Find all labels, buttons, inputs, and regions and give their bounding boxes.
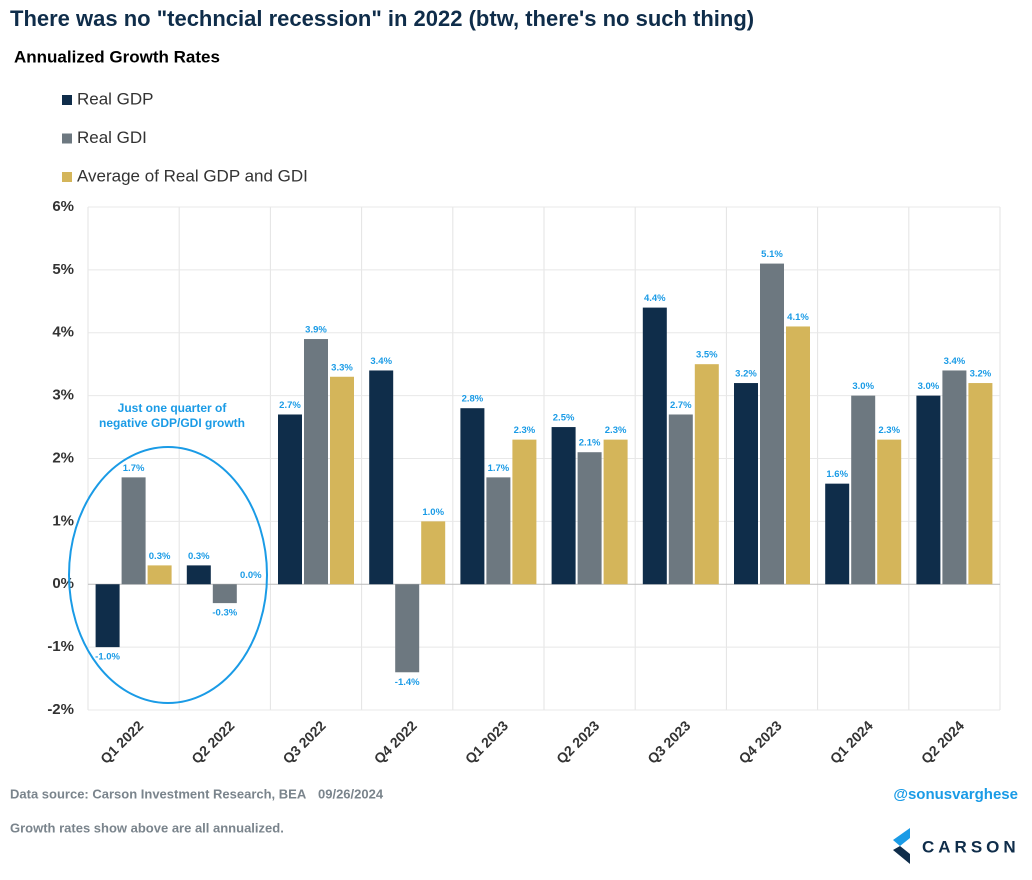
data-label: 2.3%: [514, 425, 536, 436]
bar: [603, 439, 628, 585]
data-label: 3.3%: [331, 362, 353, 373]
data-label: 3.0%: [918, 381, 940, 392]
bar: [551, 427, 576, 585]
legend-label: Real GDI: [77, 128, 147, 147]
legend-swatch: [62, 172, 72, 182]
bar: [786, 326, 810, 585]
data-label: 0.3%: [149, 551, 171, 562]
x-tick-label: Q2 2023: [553, 717, 602, 766]
bar: [304, 339, 328, 585]
annotation: negative GDP/GDI growth: [99, 416, 245, 430]
x-tick-label: Q1 2022: [97, 717, 146, 766]
bar: [186, 565, 211, 585]
data-label: 3.2%: [735, 369, 757, 380]
data-label: 3.9%: [305, 325, 327, 336]
data-label: 0.3%: [188, 551, 210, 562]
y-tick-label: 1%: [52, 512, 74, 529]
data-label: 0.0%: [240, 570, 262, 581]
bar: [825, 483, 850, 585]
logo-icon: [893, 828, 910, 864]
bar: [278, 414, 302, 585]
legend-label: Real GDP: [77, 89, 154, 108]
data-label: 4.4%: [644, 293, 666, 304]
data-label: 2.5%: [553, 413, 575, 424]
y-tick-label: 3%: [52, 387, 74, 404]
data-label: 3.5%: [696, 350, 718, 361]
y-tick-label: 4%: [52, 324, 74, 341]
x-tick-label: Q1 2023: [462, 717, 511, 766]
annotation-ellipse: [68, 446, 268, 704]
bar: [395, 584, 420, 673]
y-tick-label: 6%: [52, 198, 74, 215]
y-tick-label: 0%: [52, 575, 74, 592]
bar: [577, 452, 602, 585]
bar: [942, 370, 967, 585]
bar: [486, 477, 511, 585]
handle: @sonusvarghese: [893, 786, 1018, 803]
y-tick-label: -1%: [47, 638, 74, 655]
bar: [968, 383, 993, 585]
x-tick-label: Q2 2024: [918, 717, 967, 766]
x-tick-label: Q3 2022: [279, 717, 328, 766]
data-label: 2.7%: [670, 400, 692, 411]
data-label: -1.0%: [95, 652, 120, 663]
note: Growth rates show above are all annualiz…: [10, 820, 284, 835]
y-tick-label: 5%: [52, 261, 74, 278]
data-label: 1.0%: [422, 507, 444, 518]
bar: [212, 584, 237, 604]
x-tick-label: Q3 2023: [644, 717, 693, 766]
data-label: 2.7%: [279, 400, 301, 411]
bar: [330, 376, 354, 585]
source: Data source: Carson Investment Research,…: [10, 786, 307, 801]
data-label: -1.4%: [395, 677, 420, 688]
data-label: 3.4%: [370, 356, 392, 367]
data-label: 3.4%: [944, 356, 966, 367]
annotation: Just one quarter of: [118, 401, 228, 415]
data-label: 4.1%: [787, 312, 809, 323]
bar: [877, 439, 902, 585]
bar: [668, 414, 693, 585]
data-label: 2.3%: [605, 425, 627, 436]
legend-swatch: [62, 95, 72, 105]
bar: [460, 408, 485, 585]
x-tick-label: Q4 2022: [371, 717, 420, 766]
bar: [121, 477, 146, 585]
data-label: -0.3%: [212, 608, 237, 619]
logo-text: CARSON: [922, 837, 1020, 856]
bar: [760, 263, 784, 585]
bar: [512, 439, 537, 585]
bar: [369, 370, 394, 585]
data-label: 1.7%: [123, 463, 145, 474]
bar: [694, 364, 719, 585]
data-label: 1.6%: [826, 469, 848, 480]
x-tick-label: Q1 2024: [827, 717, 876, 766]
data-label: 3.2%: [970, 369, 992, 380]
legend-swatch: [62, 133, 72, 144]
chart-title: There was no "techncial recession" in 20…: [10, 6, 754, 31]
bar: [851, 395, 876, 585]
x-tick-label: Q4 2023: [735, 717, 784, 766]
data-label: 2.3%: [878, 425, 900, 436]
x-tick-label: Q2 2022: [188, 717, 237, 766]
date: 09/26/2024: [318, 786, 384, 801]
data-label: 1.7%: [488, 463, 510, 474]
data-label: 5.1%: [761, 249, 783, 260]
data-label: 2.8%: [462, 394, 484, 405]
chart-subtitle: Annualized Growth Rates: [14, 47, 220, 66]
bar: [95, 584, 120, 648]
bar: [147, 565, 172, 585]
y-tick-label: -2%: [47, 701, 74, 718]
bar: [916, 395, 941, 585]
legend-label: Average of Real GDP and GDI: [77, 166, 308, 185]
bar: [421, 521, 446, 585]
data-label: 3.0%: [852, 381, 874, 392]
bar: [642, 307, 667, 585]
y-tick-label: 2%: [52, 449, 74, 466]
bar: [734, 383, 758, 585]
data-label: 2.1%: [579, 438, 601, 449]
